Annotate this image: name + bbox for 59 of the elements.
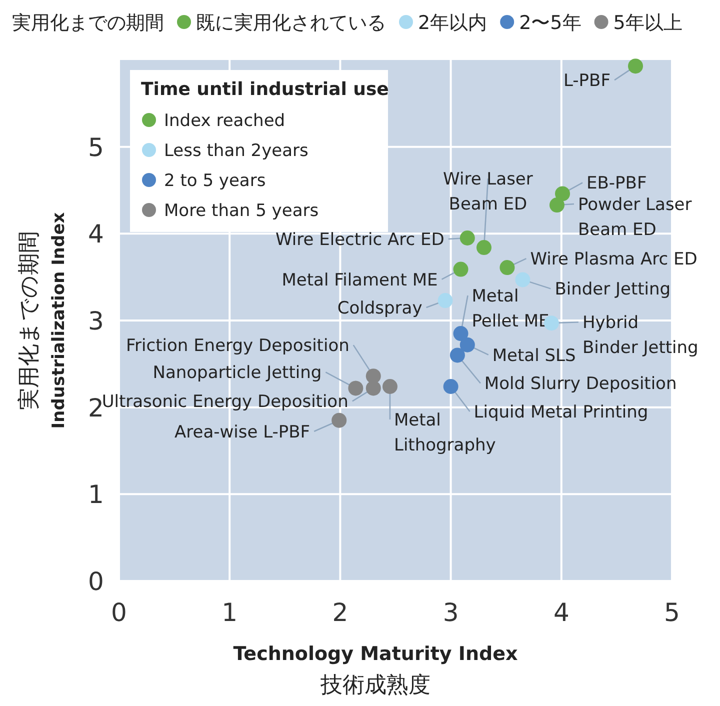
annotation: Area-wise L-PBF [174, 422, 310, 442]
point [460, 230, 475, 246]
point [438, 293, 453, 308]
x-tick-label: 4 [553, 598, 570, 627]
point [549, 198, 564, 213]
y-axis-title: 実用化までの期間 Industrialization Index [17, 212, 69, 429]
annotation: Ultrasonic Energy Deposition [102, 392, 348, 412]
annotation: Friction Energy Deposition [126, 336, 350, 356]
annotation: Wire Laser Beam ED [443, 170, 533, 215]
text: 5年以上 [613, 12, 682, 34]
annotation: Metal SLS [492, 346, 576, 366]
text: 2年以内 [418, 12, 488, 34]
annotation: Mold Slurry Deposition [484, 374, 677, 394]
point [348, 380, 364, 396]
point [476, 240, 492, 256]
y-tick-label: 4 [88, 220, 104, 249]
annotation: EB-PBF [586, 174, 647, 194]
annotation: Wire Plasma Arc ED [530, 250, 698, 270]
point [332, 412, 347, 428]
text: 実用化までの期間 [12, 12, 164, 34]
legend-title: Time until industrial use [141, 79, 389, 100]
legend-label: Index reached [164, 111, 286, 131]
point [500, 260, 515, 276]
x-tick-label: 5 [664, 598, 680, 627]
x-tick-label: 3 [442, 598, 459, 627]
point [555, 186, 570, 202]
point [515, 272, 530, 288]
legend-label: 2 to 5 years [164, 171, 266, 191]
x-tick-label: 2 [332, 598, 348, 627]
point [453, 326, 468, 342]
text: 既に実用化されている [196, 12, 386, 34]
point [366, 368, 381, 384]
annotation: Wire Electric Arc ED [276, 230, 444, 250]
annotation: Powder Laser Beam ED [578, 195, 692, 240]
x-axis-title: Technology Maturity Index 技術成熟度 [233, 643, 518, 698]
annotation: Hybrid Binder Jetting [582, 313, 698, 358]
point [628, 58, 643, 74]
y-tick-label: 2 [88, 393, 104, 422]
y-tick-label: 1 [88, 480, 104, 510]
annotation: Binder Jetting [554, 280, 671, 300]
annotation: Coldspray [337, 298, 422, 319]
y-tick-label: 3 [88, 306, 104, 336]
point [443, 378, 458, 394]
point [453, 262, 468, 277]
point [450, 348, 465, 363]
legend-label: Less than 2years [164, 141, 309, 161]
y-tick-label: 5 [88, 132, 104, 162]
point [366, 380, 381, 396]
annotation: Metal Filament ME [282, 270, 438, 290]
x-tick-label: 1 [222, 598, 238, 627]
y-tick-label: 0 [88, 567, 104, 596]
annotation: Liquid Metal Printing [474, 402, 648, 422]
annotation: Nanoparticle Jetting [152, 363, 322, 384]
text: 2〜5年 [519, 12, 582, 34]
point [382, 378, 398, 394]
legend-label: More than 5 years [164, 201, 319, 221]
x-tick-label: 0 [111, 598, 127, 627]
annotation: L-PBF [564, 71, 610, 92]
point [460, 337, 475, 352]
